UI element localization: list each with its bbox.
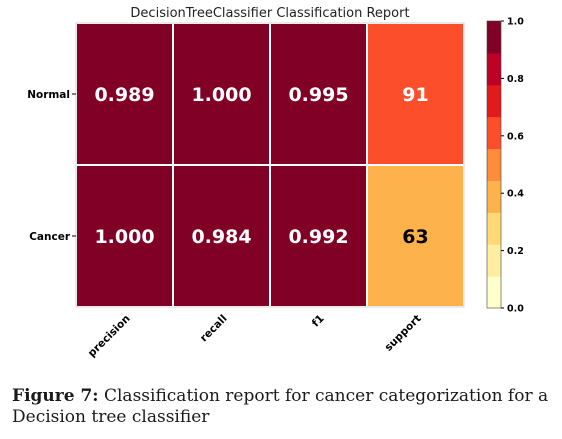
colorbar-segment [487,180,501,213]
chart-title: DecisionTreeClassifier Classification Re… [130,6,409,21]
cell-cancer-support [366,164,465,308]
cell-label-normal-support: 91 [402,84,428,106]
cell-label-cancer-f1: 0.992 [288,226,348,248]
column-label-support: support [382,313,423,354]
row-label-cancer: Cancer [29,231,71,243]
heatmap-grid: 0.989 1.000 0.995 91 1.000 0.984 0.992 63 [75,22,465,308]
figure-caption: Figure 7: Classification report for canc… [12,386,556,428]
cell-normal-recall [172,22,271,166]
colorbar-border [486,20,502,309]
column-labels: precision recall f1 support [86,313,424,360]
colorbar-segment [487,244,501,277]
colorbar-tick-label: 0.6 [507,131,524,142]
colorbar-segment [487,116,501,150]
cell-cancer-recall [172,164,271,308]
cell-label-normal-f1: 0.995 [288,84,348,106]
cell-label-cancer-support: 63 [402,226,428,248]
colorbar-tick-label: 0.4 [507,189,524,200]
caption-text: Classification report for cancer categor… [12,386,549,427]
caption-label: Figure 7: [12,386,99,406]
classification-report-figure: DecisionTreeClassifier Classification Re… [27,6,524,360]
column-label-recall: recall [198,313,230,345]
colorbar-tick-label: 0.2 [507,246,524,257]
colorbar-tick-label: 0.8 [507,74,524,85]
heatmap-border [75,22,465,308]
cell-label-normal-recall: 1.000 [191,84,251,106]
colorbar-segment [487,148,501,181]
cell-normal-precision [75,22,174,166]
cell-label-normal-precision: 0.989 [94,84,154,106]
column-label-precision: precision [86,313,133,360]
colorbar-tick-label: 0.0 [507,304,524,315]
colorbar-segment [487,84,501,118]
colorbar-segment [487,21,501,54]
cell-label-cancer-precision: 1.000 [94,226,154,248]
colorbar-segment [487,212,501,245]
colorbar-segment [487,276,501,309]
row-label-normal: Normal [27,89,70,101]
colorbar-segment [487,52,501,86]
cell-label-cancer-recall: 0.984 [191,226,251,248]
row-labels: Normal Cancer [27,89,76,243]
column-label-f1: f1 [310,313,327,330]
colorbar-tick-label: 1.0 [507,17,524,28]
colorbar: 0.0 0.2 0.4 0.6 0.8 1.0 [486,17,524,315]
